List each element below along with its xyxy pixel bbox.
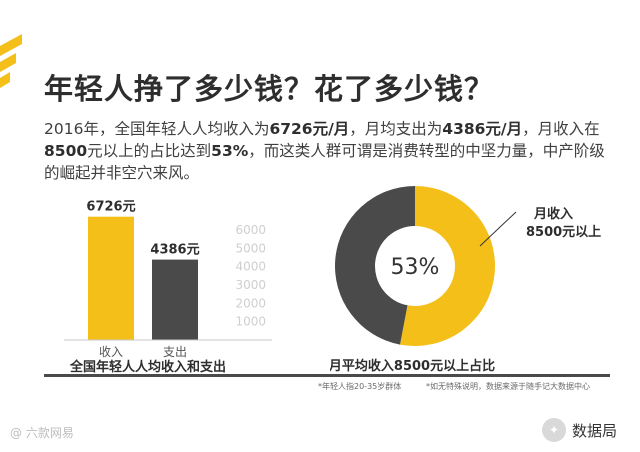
intro-text: ，而这类人群可谓是消费转型的中坚力量，中产阶级的崛起并非空穴来风。	[44, 142, 605, 182]
intro-text: 元以上的占比达到	[87, 142, 212, 160]
divider-line	[44, 374, 610, 377]
intro-highlight: 6726元/月	[269, 120, 350, 138]
donut-slice-1	[400, 186, 495, 346]
category-label: 支出	[163, 345, 187, 359]
bar-2	[152, 259, 198, 340]
page-title: 年轻人挣了多少钱？花了多少钱？	[44, 72, 495, 106]
watermark-right: ✦ 数据局	[542, 418, 617, 442]
footnote-age-group: *年轻人指20-35岁群体	[318, 382, 402, 391]
bar-value-label: 6726元	[86, 200, 135, 215]
donut-center-label: 53%	[391, 255, 440, 280]
category-label: 收入	[99, 345, 123, 359]
y-tick-label: 2000	[235, 296, 266, 310]
footnote-data-source: *如无特殊说明，数据来源于随手记大数据中心	[426, 382, 590, 391]
callout-line	[479, 211, 517, 247]
intro-text: ，月收入在	[522, 120, 600, 138]
corner-stripes-decoration	[0, 34, 22, 88]
y-tick-label: 6000	[235, 223, 266, 237]
intro-highlight: 8500	[44, 142, 88, 160]
intro-highlight: 53%	[211, 142, 249, 160]
y-tick-label: 5000	[235, 241, 266, 255]
intro-text: 2016年，全国年轻人人均收入为	[44, 120, 270, 138]
donut-slice-2	[334, 186, 415, 345]
watermark-left: @ 六款网易	[10, 426, 74, 440]
y-tick-label: 3000	[235, 278, 266, 292]
y-tick-label: 1000	[235, 315, 266, 329]
donut-chart-title: 月平均收入8500元以上占比	[330, 358, 495, 373]
slice-label-line: 月收入	[533, 206, 573, 222]
intro-paragraph: 2016年，全国年轻人人均收入为6726元/月，月均支出为4386元/月，月收入…	[44, 118, 614, 184]
wechat-icon: ✦	[542, 418, 566, 442]
intro-highlight: 4386元/月	[442, 120, 523, 138]
intro-text: ，月均支出为	[349, 120, 443, 138]
bar-chart-title: 全国年轻人人均收入和支出	[69, 359, 226, 375]
bar-1	[88, 216, 134, 340]
watermark-right-label: 数据局	[572, 421, 618, 440]
bar-value-label: 4386元	[150, 243, 199, 258]
slice-label-line: 8500元以上	[526, 225, 601, 240]
y-tick-label: 4000	[235, 260, 266, 274]
